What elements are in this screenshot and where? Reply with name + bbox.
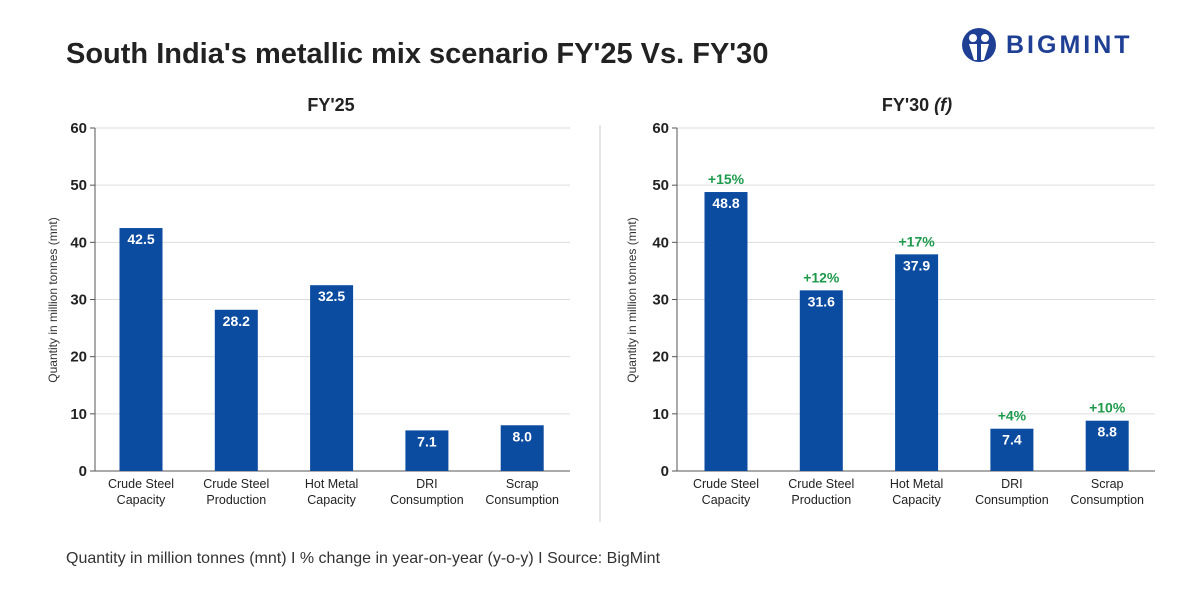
bar-value-label: 31.6 bbox=[808, 293, 835, 309]
x-tick-label: Consumption bbox=[390, 493, 464, 507]
bar bbox=[704, 192, 748, 471]
x-tick-label: Crude Steel bbox=[693, 477, 759, 491]
x-tick-label: Capacity bbox=[892, 493, 941, 507]
x-tick-label: Hot Metal bbox=[305, 477, 359, 491]
yoy-change-label: +10% bbox=[1089, 400, 1126, 416]
footer-note: Quantity in million tonnes (mnt) I % cha… bbox=[66, 550, 661, 567]
bar-value-label: 48.8 bbox=[712, 195, 739, 211]
x-tick-label: Hot Metal bbox=[890, 477, 944, 491]
x-tick-label: Scrap bbox=[506, 477, 539, 491]
y-tick-label: 20 bbox=[652, 349, 669, 366]
bar bbox=[990, 428, 1034, 471]
x-tick-label: Production bbox=[791, 493, 851, 507]
page-title: South India's metallic mix scenario FY'2… bbox=[66, 38, 769, 70]
y-axis-label: Quantity in million tonnes (mnt) bbox=[46, 217, 60, 382]
bigmint-logo: BIGMINT bbox=[960, 26, 1133, 64]
y-tick-label: 30 bbox=[652, 292, 669, 309]
bar bbox=[895, 254, 939, 471]
yoy-change-label: +15% bbox=[708, 171, 745, 187]
y-tick-label: 20 bbox=[70, 349, 87, 366]
x-tick-label: Consumption bbox=[1070, 493, 1144, 507]
yoy-change-label: +17% bbox=[898, 233, 935, 249]
y-tick-label: 0 bbox=[79, 463, 87, 480]
x-tick-label: Capacity bbox=[702, 493, 751, 507]
x-tick-label: Consumption bbox=[975, 493, 1049, 507]
y-tick-label: 60 bbox=[652, 120, 669, 137]
y-tick-label: 10 bbox=[70, 406, 87, 423]
bigmint-logo-icon bbox=[962, 28, 996, 62]
x-tick-label: DRI bbox=[416, 477, 438, 491]
y-tick-label: 40 bbox=[70, 234, 87, 251]
bar bbox=[214, 309, 258, 471]
y-tick-label: 50 bbox=[652, 177, 669, 194]
bar bbox=[500, 425, 544, 471]
x-tick-label: Production bbox=[206, 493, 266, 507]
y-tick-label: 0 bbox=[661, 463, 669, 480]
x-tick-label: Crude Steel bbox=[108, 477, 174, 491]
bar bbox=[405, 430, 449, 471]
bar bbox=[799, 290, 843, 471]
y-tick-label: 30 bbox=[70, 292, 87, 309]
bar-value-label: 7.4 bbox=[1002, 432, 1022, 448]
chart-title: FY'30 (f) bbox=[882, 95, 952, 115]
logo-text: BIGMINT bbox=[1006, 30, 1133, 59]
x-tick-label: Consumption bbox=[485, 493, 559, 507]
bar-value-label: 8.8 bbox=[1097, 424, 1117, 440]
y-tick-label: 10 bbox=[652, 406, 669, 423]
x-tick-label: Scrap bbox=[1091, 477, 1124, 491]
bar-value-label: 7.1 bbox=[417, 433, 437, 449]
bar-value-label: 37.9 bbox=[903, 257, 930, 273]
y-axis-label: Quantity in million tonnes (mnt) bbox=[625, 217, 639, 382]
yoy-change-label: +4% bbox=[998, 408, 1027, 424]
bar bbox=[119, 228, 163, 471]
x-tick-label: Crude Steel bbox=[788, 477, 854, 491]
x-tick-label: Capacity bbox=[117, 493, 166, 507]
bar-value-label: 32.5 bbox=[318, 288, 345, 304]
chart-title: FY'25 bbox=[307, 95, 354, 115]
y-tick-label: 50 bbox=[70, 177, 87, 194]
bar bbox=[1085, 420, 1129, 471]
x-tick-label: DRI bbox=[1001, 477, 1023, 491]
bar-value-label: 42.5 bbox=[127, 231, 154, 247]
yoy-change-label: +12% bbox=[803, 269, 840, 285]
bar-value-label: 8.0 bbox=[512, 428, 532, 444]
bar bbox=[310, 285, 354, 471]
y-tick-label: 40 bbox=[652, 234, 669, 251]
x-tick-label: Capacity bbox=[307, 493, 356, 507]
bar-value-label: 28.2 bbox=[223, 313, 250, 329]
x-tick-label: Crude Steel bbox=[203, 477, 269, 491]
y-tick-label: 60 bbox=[70, 120, 87, 137]
